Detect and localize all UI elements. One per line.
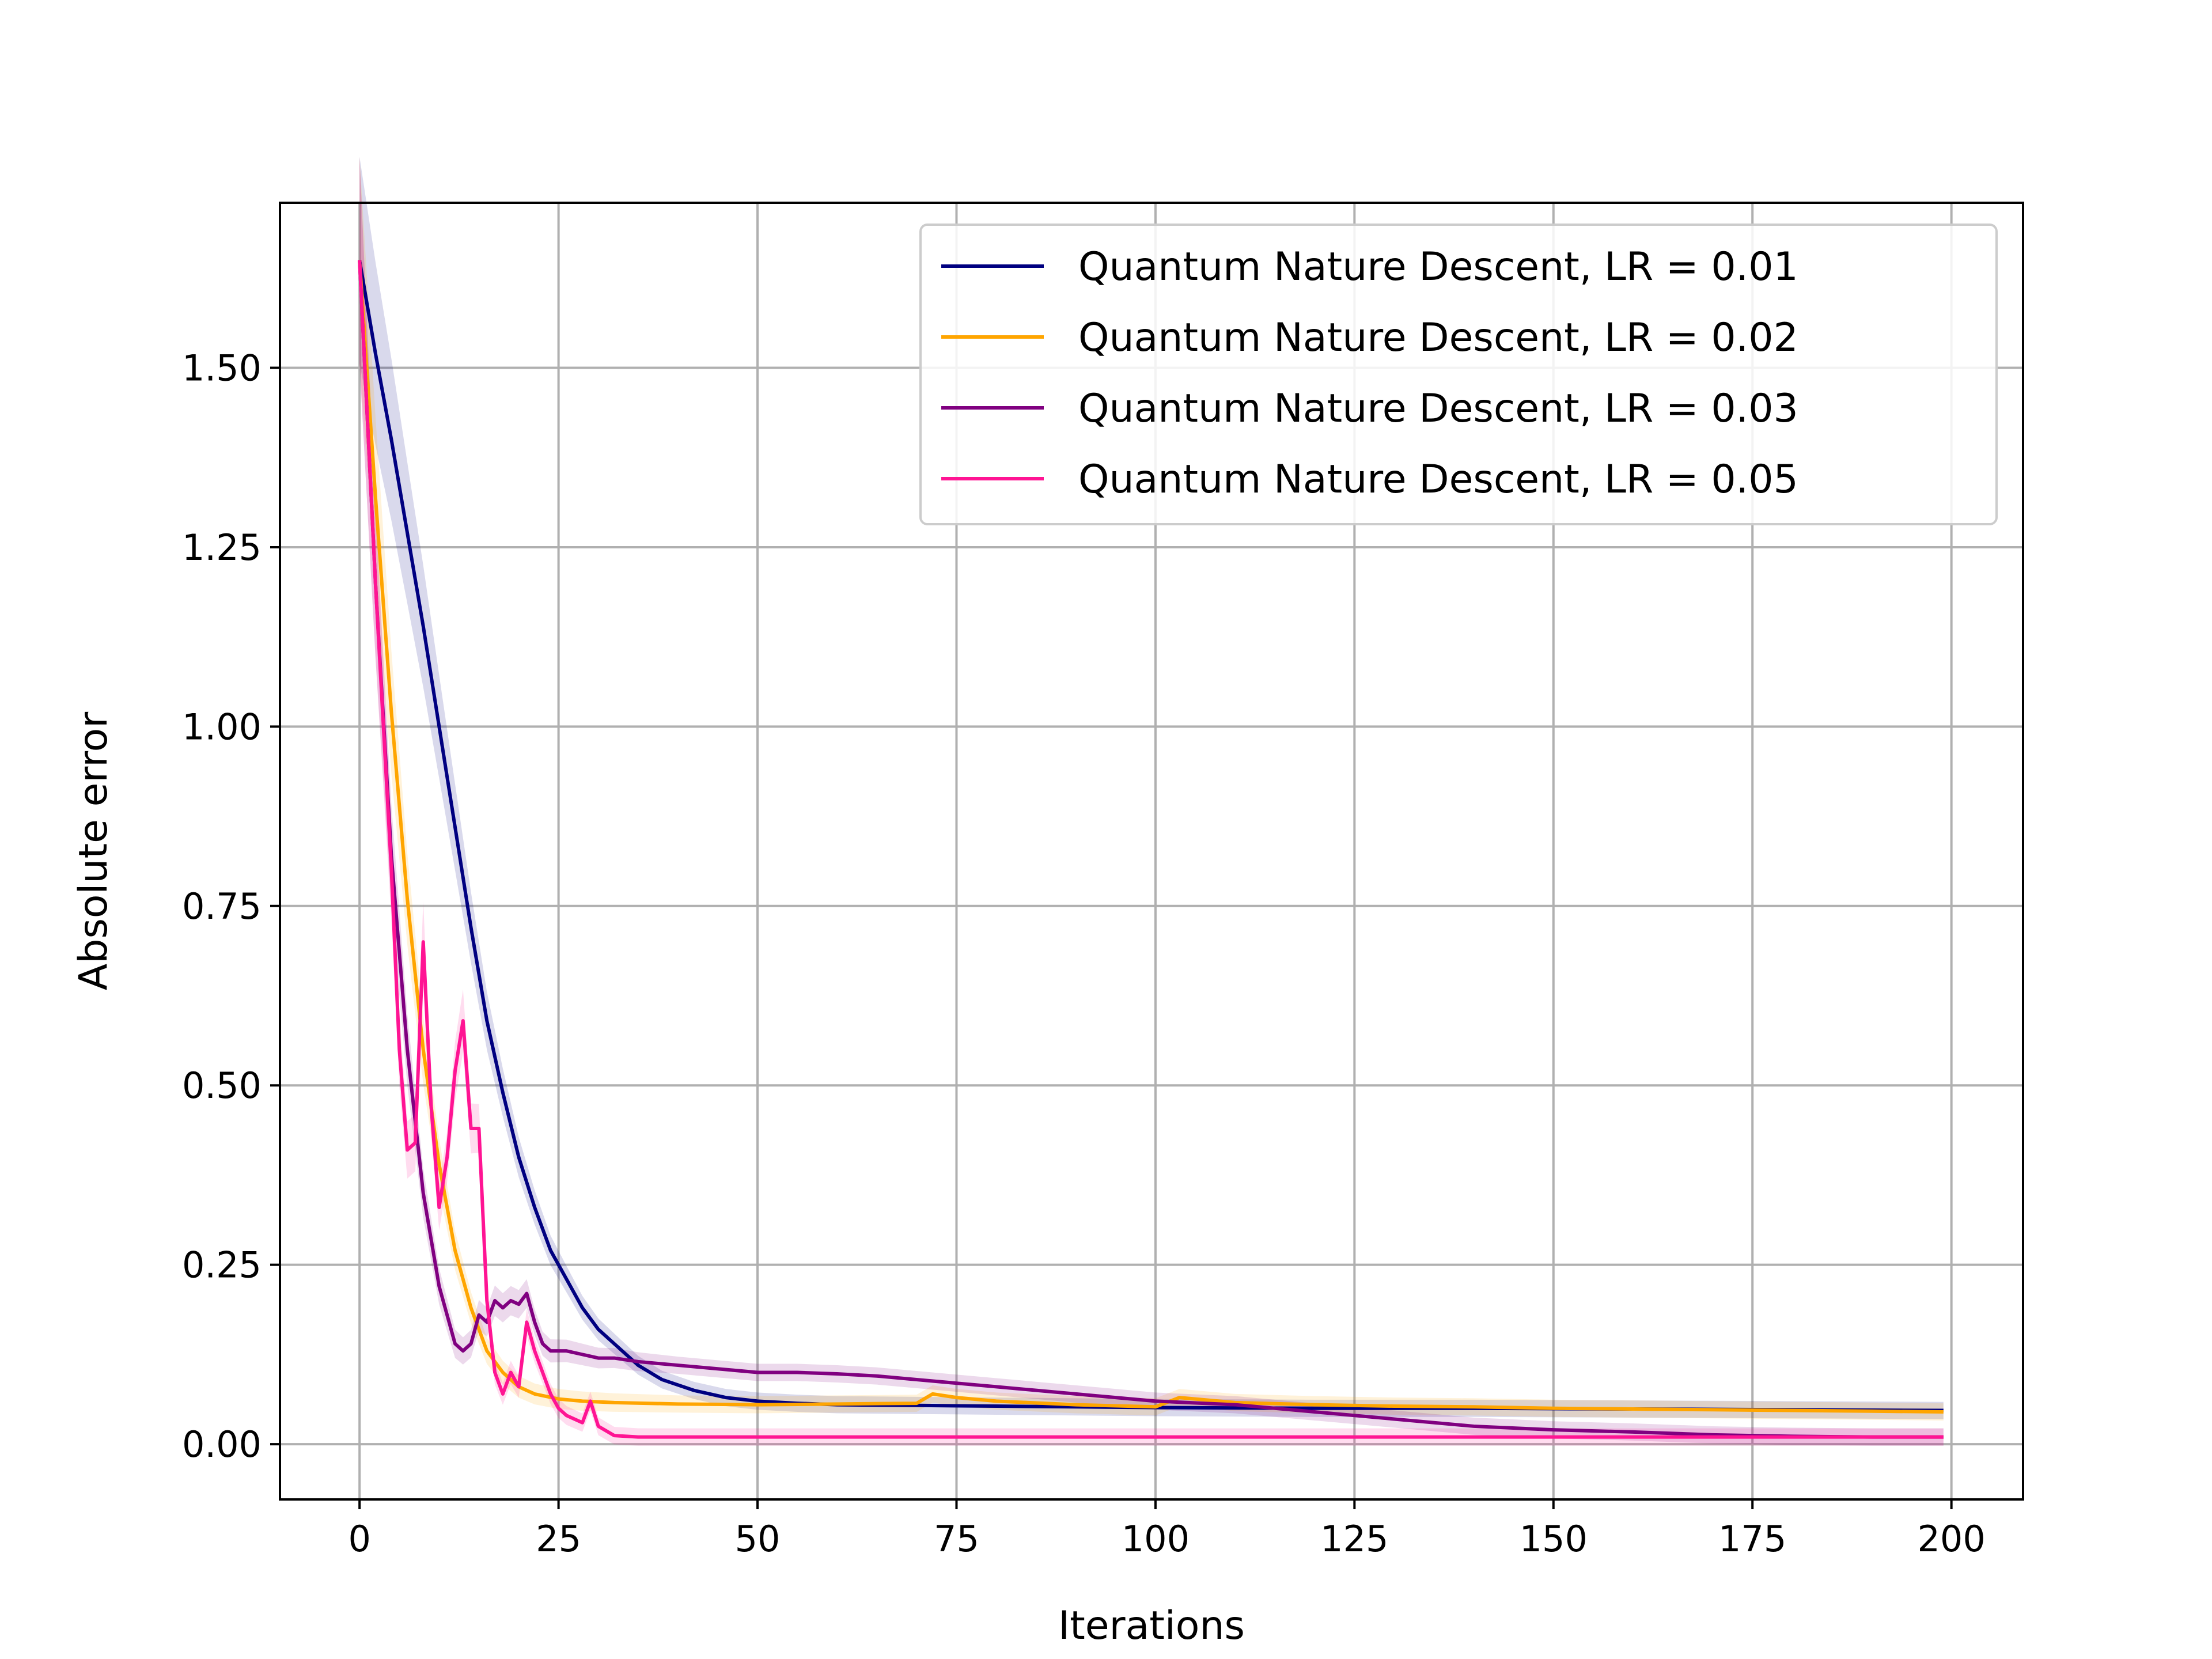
legend-box (919, 224, 1998, 525)
series-lines (358, 260, 1944, 1439)
series-line-4 (358, 260, 1944, 1439)
series-line-3 (358, 260, 1944, 1439)
series-band-3 (359, 157, 1944, 1446)
y-tick-label: 1.50 (182, 347, 262, 389)
x-tick-label: 0 (348, 1518, 370, 1560)
y-tick-label: 1.25 (182, 527, 262, 569)
x-tick-label: 125 (1320, 1518, 1388, 1560)
x-tick-label: 175 (1718, 1518, 1786, 1560)
y-tick-label: 0.00 (182, 1423, 262, 1465)
x-tick-label: 75 (934, 1518, 979, 1560)
legend-label: Quantum Nature Descent, LR = 0.02 (1078, 315, 1798, 361)
x-tick-label: 100 (1122, 1518, 1190, 1560)
x-tick-label: 200 (1917, 1518, 1985, 1560)
legend-label: Quantum Nature Descent, LR = 0.03 (1078, 386, 1798, 431)
uncertainty-bands (359, 157, 1944, 1446)
axis-ticks: 0 25 50 75 100 125 150 175 200 0.00 0.25 0.50 0.75 1.… (182, 347, 1986, 1560)
y-axis-label: Absolute error (71, 712, 116, 990)
x-tick-label: 25 (536, 1518, 581, 1560)
y-tick-label: 0.75 (182, 885, 262, 927)
plot-frame (279, 202, 2024, 1501)
y-tick-label: 0.50 (182, 1065, 262, 1107)
legend-label: Quantum Nature Descent, LR = 0.05 (1078, 457, 1798, 502)
legend: Quantum Nature Descent, LR = 0.01 Quantum… (919, 224, 1998, 525)
x-tick-label: 50 (735, 1518, 781, 1560)
y-tick-label: 0.25 (182, 1244, 262, 1286)
x-tick-label: 150 (1520, 1518, 1588, 1560)
legend-label: Quantum Nature Descent, LR = 0.01 (1078, 244, 1798, 290)
series-line-2 (358, 260, 1944, 1414)
x-axis-label: Iterations (1058, 1603, 1245, 1649)
y-tick-label: 1.00 (182, 706, 262, 748)
